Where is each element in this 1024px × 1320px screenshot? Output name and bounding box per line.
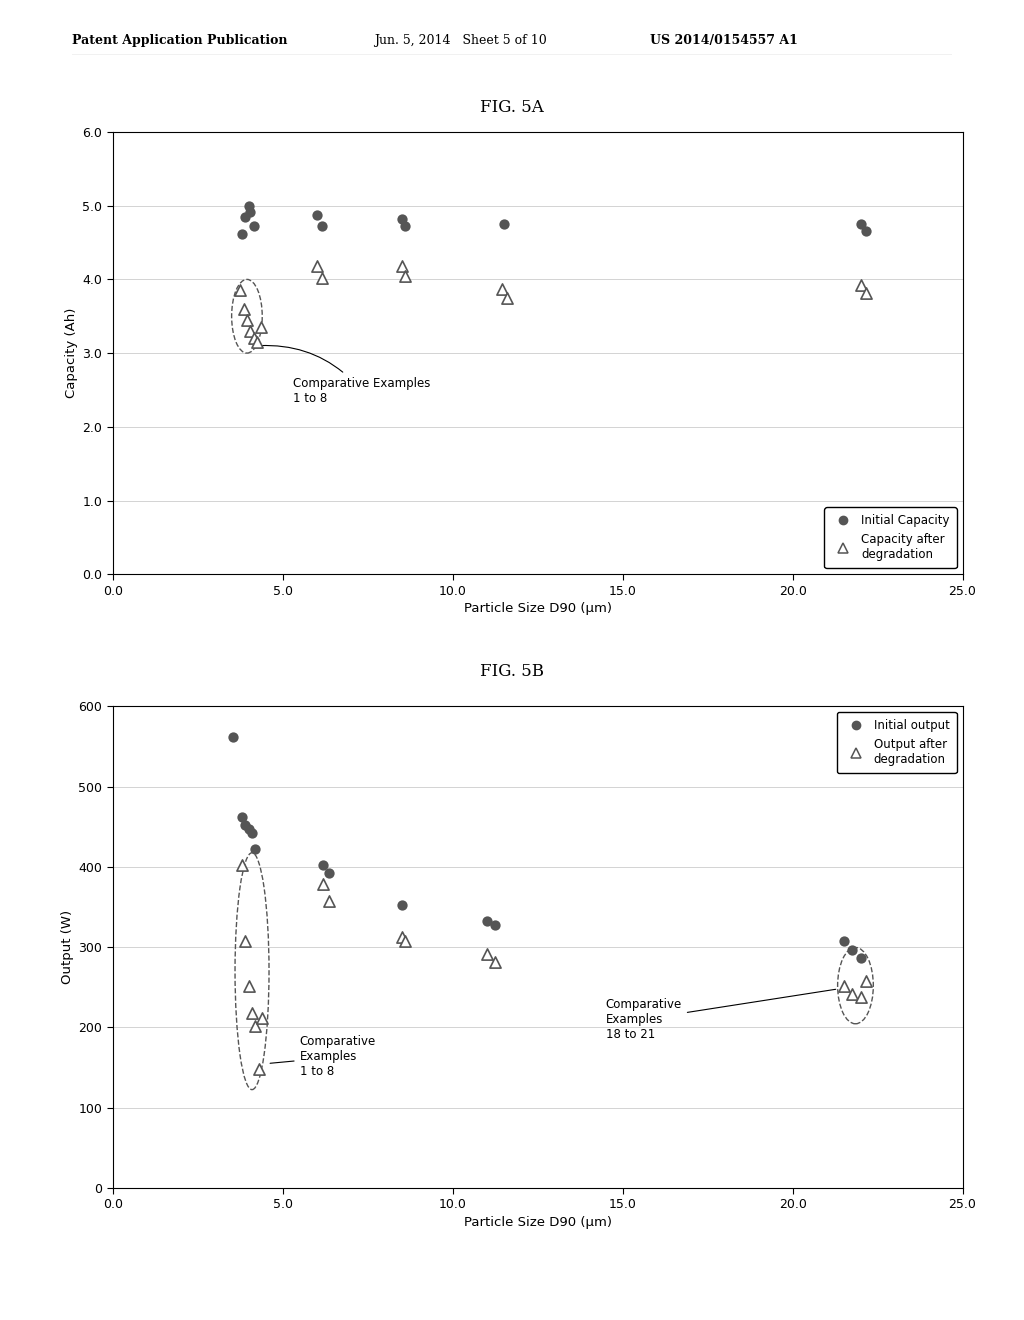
Point: [241, 975, 257, 997]
Point: [496, 214, 512, 235]
Text: Jun. 5, 2014   Sheet 5 of 10: Jun. 5, 2014 Sheet 5 of 10: [374, 34, 547, 48]
Point: [233, 854, 250, 875]
Point: [857, 220, 873, 242]
Point: [244, 822, 260, 843]
Point: [247, 1015, 263, 1036]
Point: [244, 1002, 260, 1023]
Point: [397, 931, 414, 952]
Point: [233, 223, 250, 244]
Point: [857, 970, 873, 991]
Point: [857, 282, 873, 304]
Point: [397, 215, 414, 236]
Point: [315, 854, 332, 875]
Text: Comparative
Examples
18 to 21: Comparative Examples 18 to 21: [605, 989, 836, 1040]
Point: [241, 818, 257, 840]
Point: [237, 814, 253, 836]
Text: Comparative
Examples
1 to 8: Comparative Examples 1 to 8: [270, 1035, 376, 1078]
Legend: Initial Capacity, Capacity after
degradation: Initial Capacity, Capacity after degrada…: [824, 507, 956, 569]
Point: [393, 927, 410, 948]
Point: [308, 205, 325, 226]
X-axis label: Particle Size D90 (μm): Particle Size D90 (μm): [464, 1216, 611, 1229]
Point: [241, 195, 257, 216]
Y-axis label: Capacity (Ah): Capacity (Ah): [66, 308, 78, 399]
Point: [236, 298, 252, 319]
Point: [233, 807, 250, 828]
Point: [852, 214, 868, 235]
Point: [321, 863, 337, 884]
Point: [254, 1007, 270, 1028]
Point: [242, 321, 258, 342]
Point: [242, 201, 258, 222]
Point: [308, 256, 325, 277]
X-axis label: Particle Size D90 (μm): Particle Size D90 (μm): [464, 602, 611, 615]
Point: [231, 280, 248, 301]
Point: [321, 890, 337, 911]
Point: [239, 309, 255, 330]
Text: Comparative Examples
1 to 8: Comparative Examples 1 to 8: [260, 346, 430, 405]
Point: [478, 911, 495, 932]
Point: [852, 986, 868, 1007]
Point: [393, 895, 410, 916]
Point: [313, 215, 330, 236]
Point: [397, 265, 414, 286]
Text: FIG. 5B: FIG. 5B: [480, 663, 544, 680]
Legend: Initial output, Output after
degradation: Initial output, Output after degradation: [837, 711, 956, 774]
Point: [393, 256, 410, 277]
Point: [246, 327, 262, 348]
Point: [393, 209, 410, 230]
Text: Patent Application Publication: Patent Application Publication: [72, 34, 287, 48]
Point: [249, 331, 265, 352]
Point: [852, 946, 868, 968]
Point: [315, 874, 332, 895]
Point: [252, 317, 268, 338]
Point: [487, 915, 504, 936]
Y-axis label: Output (W): Output (W): [61, 909, 74, 985]
Point: [313, 268, 330, 289]
Text: FIG. 5A: FIG. 5A: [480, 99, 544, 116]
Point: [225, 726, 242, 747]
Point: [494, 279, 510, 300]
Text: US 2014/0154557 A1: US 2014/0154557 A1: [650, 34, 798, 48]
Point: [852, 275, 868, 296]
Point: [844, 939, 860, 960]
Point: [487, 950, 504, 972]
Point: [499, 288, 515, 309]
Point: [836, 931, 852, 952]
Point: [844, 983, 860, 1005]
Point: [251, 1059, 267, 1080]
Point: [836, 975, 852, 997]
Point: [237, 206, 253, 227]
Point: [478, 942, 495, 964]
Point: [247, 838, 263, 859]
Point: [237, 931, 253, 952]
Point: [246, 215, 262, 236]
